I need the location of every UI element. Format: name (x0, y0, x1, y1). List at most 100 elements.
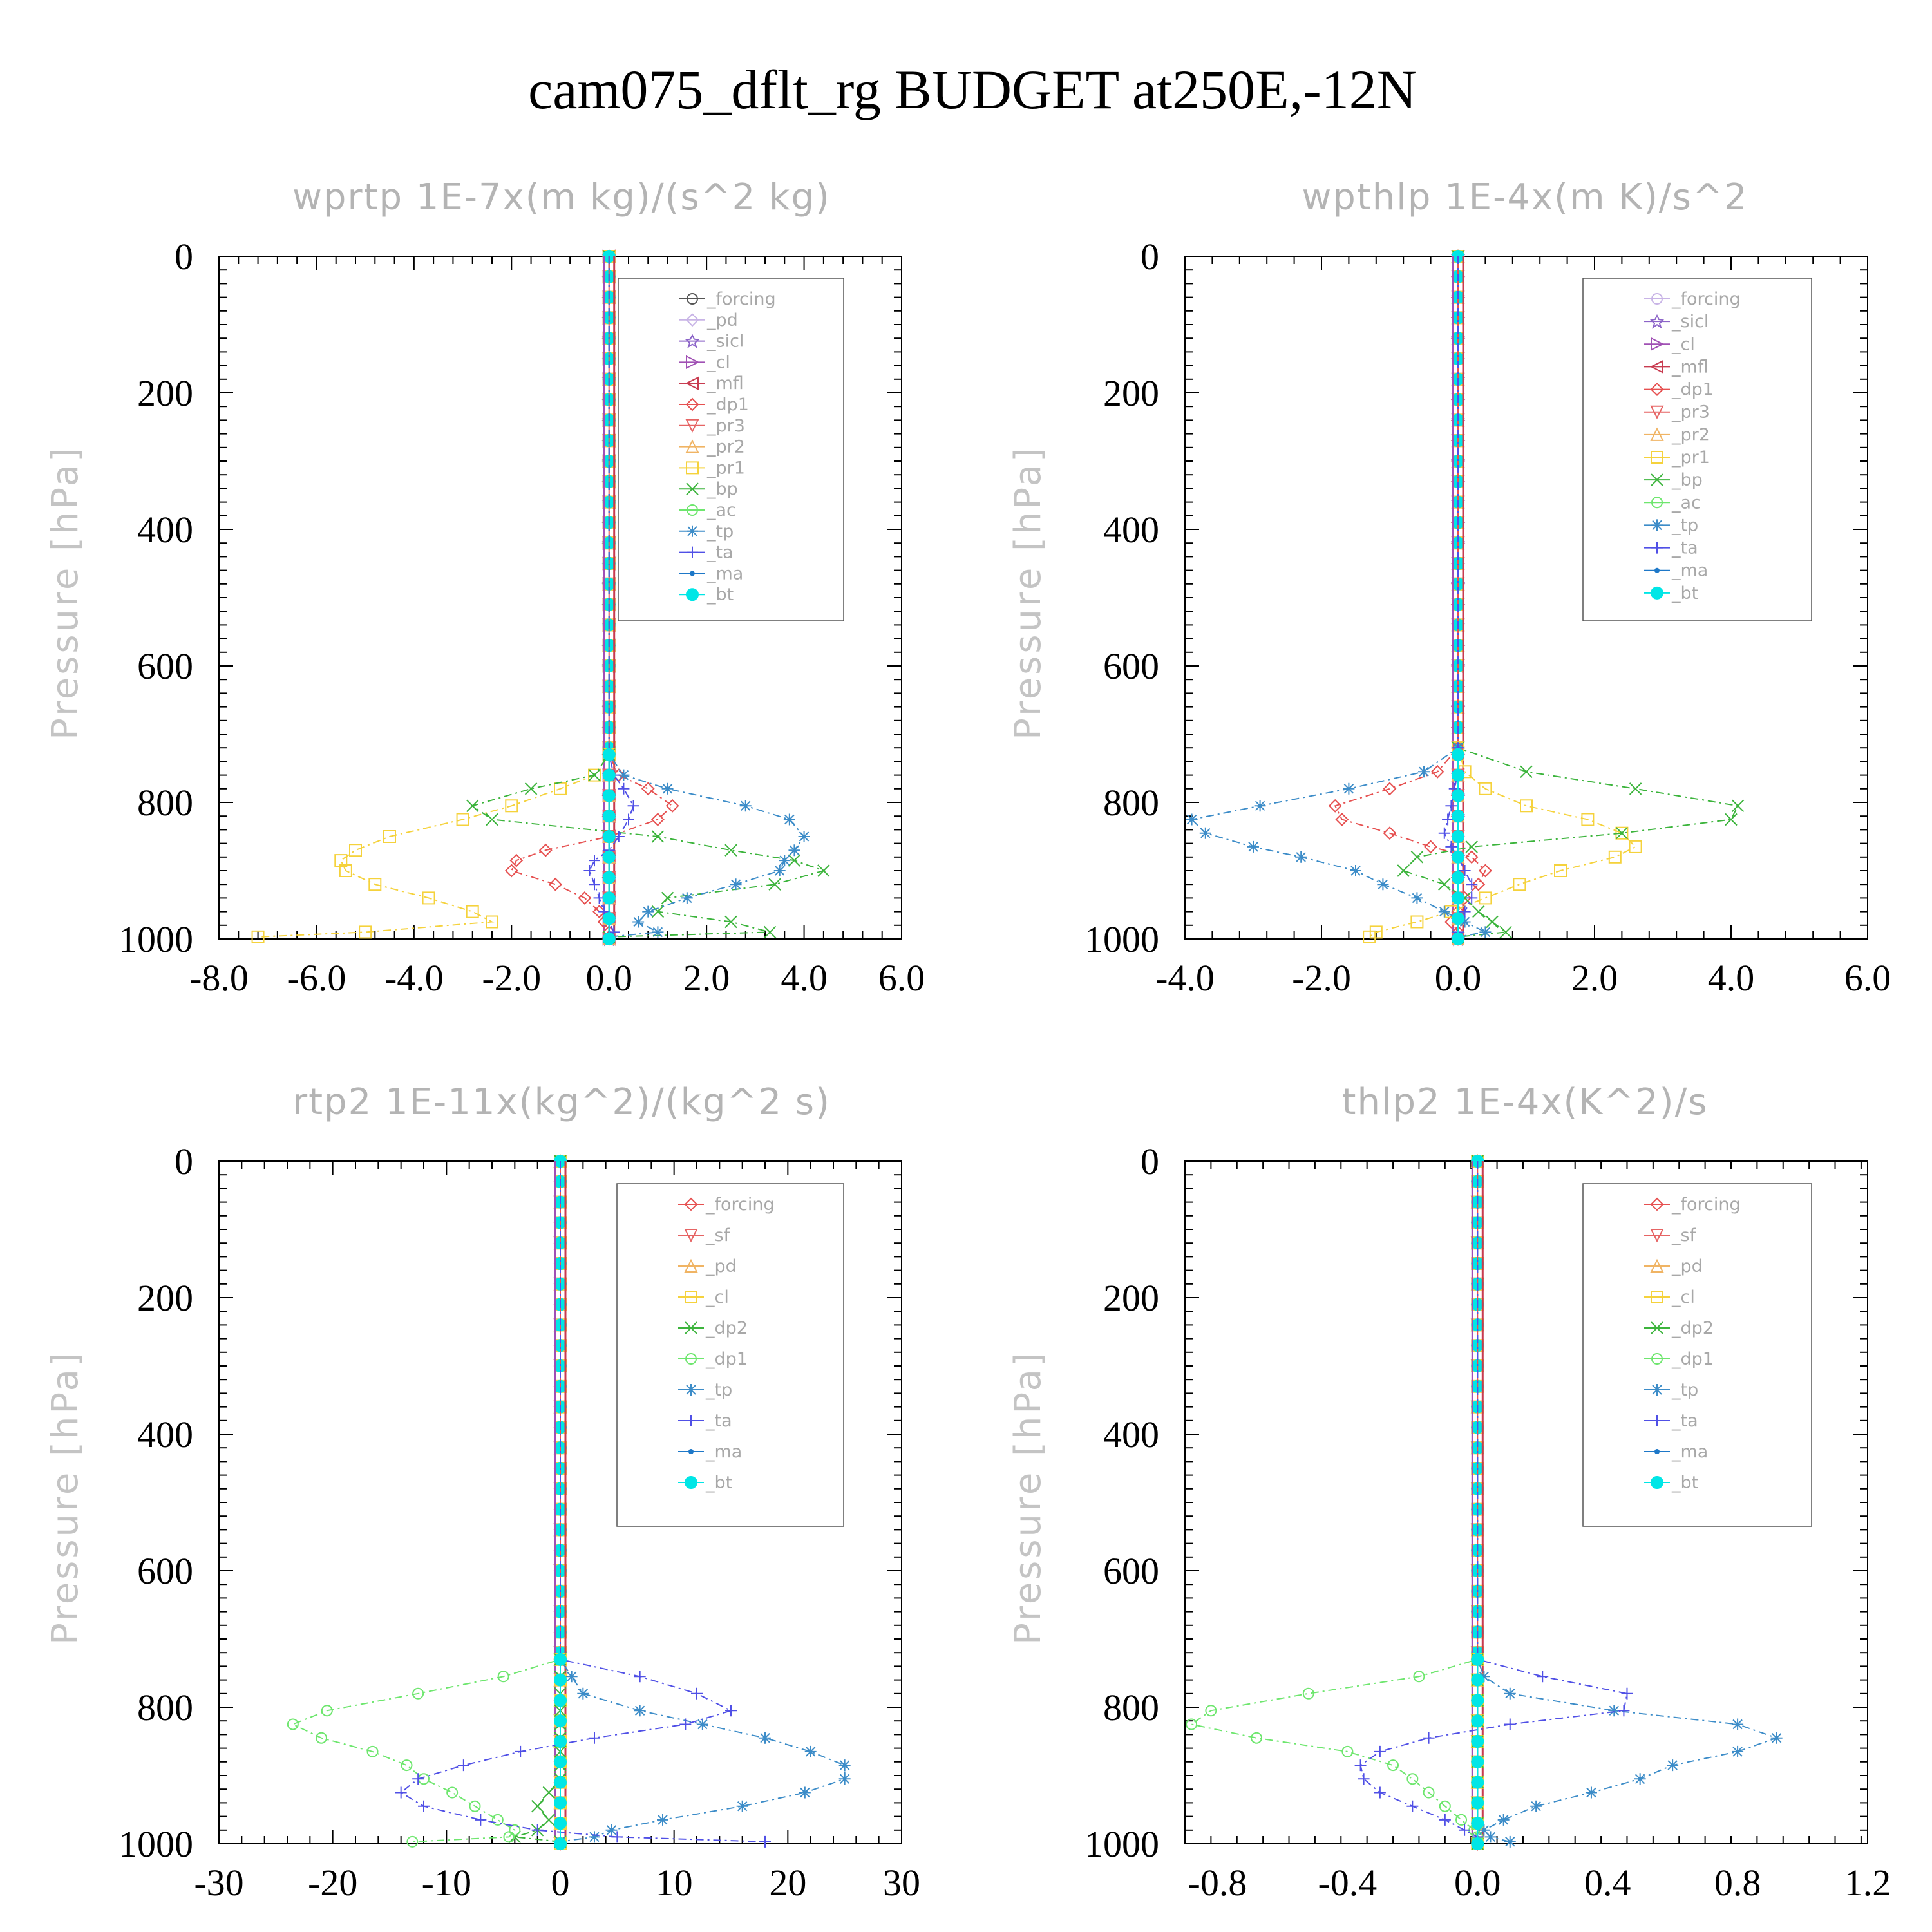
series-pr1-point (349, 844, 362, 857)
series-tp-point (1418, 766, 1430, 778)
series-dp1-point (1478, 864, 1492, 878)
y-tick-label: 400 (1103, 509, 1159, 551)
legend-entry-bp-marker (686, 482, 699, 495)
legend-entry-dp1-marker (685, 1353, 697, 1365)
series-tp-point (1479, 926, 1492, 938)
y-tick-label: 600 (1103, 1550, 1159, 1592)
series-pr1-point (1581, 813, 1595, 826)
legend-entry-pr3-label: _pr3 (1671, 402, 1710, 422)
legend-entry-ta-label: _ta (1671, 538, 1698, 558)
series-bp-point (1465, 840, 1478, 853)
y-axis-label: Pressure [hPa] (1007, 445, 1049, 740)
x-tick-label: 0 (551, 1862, 570, 1904)
series-pr1-point (1608, 850, 1622, 864)
x-tick-label: -8.0 (189, 957, 249, 999)
series-ta-point (418, 1800, 430, 1812)
legend-entry-tp-label: _tp (705, 1380, 732, 1400)
panel-rtp2: rtp2 1E-11x(kg^2)/(kg^2 s) Pressure [hPa… (44, 1081, 920, 1904)
legend: _forcing _sicl_cl _mfl _dp1_pr3 _pr2 _pr1_bp _… (1582, 278, 1812, 621)
series-dp1-point (1455, 1814, 1468, 1826)
series-dp1-point (549, 877, 562, 891)
y-tick-label: 200 (137, 1277, 193, 1319)
series-ta-point (1459, 905, 1471, 918)
series-ta-point (1459, 1824, 1471, 1836)
series-tp-point (589, 1831, 600, 1843)
legend-entry-tp-label: _tp (706, 522, 734, 542)
legend-entry-pd-marker (1650, 1258, 1664, 1273)
series-bp-point (1499, 925, 1512, 939)
x-tick-label: 1.2 (1844, 1862, 1891, 1904)
x-tick-labels: -0.8 -0.4 0.0 0.4 0.8 1.2 (1188, 1862, 1891, 1904)
y-tick-label: 800 (1103, 1687, 1159, 1728)
legend-entry-forcing-marker (687, 293, 698, 305)
series-bt-point (1471, 1837, 1484, 1850)
legend-entry-cl-label: _cl (706, 352, 730, 372)
series-dp1-point (1464, 850, 1479, 864)
series-bt-point (602, 768, 616, 782)
series-dp1-point (509, 1824, 521, 1836)
series-bt-point (554, 1776, 567, 1789)
legend-entry-ta-marker (687, 546, 698, 558)
series-tp-line (1477, 1161, 1779, 1842)
legend-entry-pr2-marker (685, 439, 699, 453)
legend-entry-tp-marker (685, 1384, 697, 1396)
series-bt-point (602, 748, 616, 761)
legend-entry-dp1-marker (1650, 383, 1664, 396)
series-dp1-point (401, 1759, 413, 1772)
x-tick-label: 10 (656, 1862, 693, 1904)
series-bt-point (1471, 1694, 1484, 1707)
legend-entry-tp-label: _tp (1671, 1380, 1698, 1400)
legend-entry-ma-label: _ma (1671, 561, 1708, 581)
x-tick-label: -6.0 (287, 957, 346, 999)
series-ta-point (1438, 827, 1450, 839)
series-bp-point (1397, 864, 1410, 877)
series-ta-point (611, 1831, 623, 1843)
legend-entry-ta-label: _ta (705, 1411, 732, 1431)
series-ta-point (412, 1773, 424, 1785)
legend-entry-ma-marker (688, 1449, 694, 1454)
y-tick-label: 800 (1103, 782, 1159, 824)
series-tp-point (618, 769, 630, 781)
x-tick-label: 2.0 (683, 957, 730, 999)
legend-entry-dp1-marker (685, 397, 699, 412)
series-pr1-point (334, 854, 348, 867)
series-dp1-point (1423, 1786, 1435, 1799)
series-dp1-point (1383, 782, 1397, 796)
series-bt-point (1452, 912, 1464, 925)
legend-entry-pd-marker (684, 1258, 698, 1273)
series-tp-point (1732, 1718, 1744, 1730)
series-ta-point (1618, 1705, 1630, 1717)
legend-entry-bp-label: _bp (1671, 470, 1703, 490)
legend-entry-forcing-marker (1650, 1197, 1664, 1211)
legend-entry-pd-label: _pd (706, 310, 738, 330)
legend-entry-ac-label: _ac (1671, 493, 1701, 513)
series-dp1-point (497, 1671, 509, 1683)
series-dp1-point (651, 813, 665, 826)
series-bt-point (1452, 748, 1464, 761)
series-ta-point (1537, 1671, 1549, 1683)
legend-entry-mfl-label: _mfl (1671, 357, 1709, 377)
series-bt-point (554, 1817, 567, 1830)
series-bt-point (602, 830, 616, 843)
panel-title: rtp2 1E-11x(kg^2)/(kg^2 s) (292, 1081, 831, 1123)
series-pr1-point (1629, 840, 1642, 853)
series-bp-point (1438, 878, 1451, 891)
legend-entry-ma-label: _ma (1671, 1442, 1708, 1462)
series-pr1-point (505, 799, 518, 813)
series-dp1-point (504, 864, 518, 878)
legend: _forcing _sf _pd _cl _dp2 _dp1 _tp _ta _ma _bt (616, 1183, 844, 1527)
series-tp-point (783, 813, 795, 826)
legend-entry-ta-label: _ta (706, 543, 734, 563)
legend-entry-dp1-marker (1651, 1353, 1663, 1365)
series-dp1-point (412, 1687, 424, 1700)
y-tick-label: 0 (175, 236, 193, 278)
y-axis-label: Pressure [hPa] (44, 445, 86, 740)
series-tp-point (1478, 1671, 1490, 1683)
x-tick-label: 6.0 (878, 957, 925, 999)
series-dp1-point (1472, 877, 1486, 891)
legend-entry-cl-label: _cl (705, 1287, 729, 1307)
series-pr1-point (1520, 799, 1533, 813)
series-bp-line (1402, 256, 1739, 938)
series-tp-point (657, 1814, 668, 1826)
series-tp-point (1247, 840, 1259, 853)
